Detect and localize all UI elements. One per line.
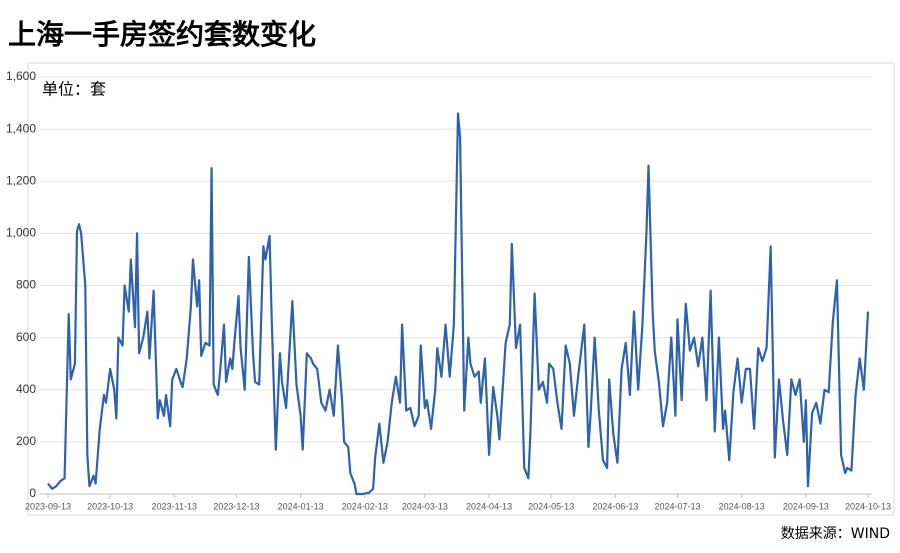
x-tick-label: 2023-11-13 xyxy=(152,501,197,511)
source-note: 数据来源：WIND xyxy=(781,526,890,542)
x-tick-label: 2024-01-13 xyxy=(278,501,324,511)
y-tick-label: 600 xyxy=(16,330,36,344)
data-line xyxy=(47,112,870,496)
x-tick-label: 2023-09-13 xyxy=(25,501,71,511)
y-tick-label: 800 xyxy=(16,278,36,292)
x-tick-label: 2024-10-13 xyxy=(845,501,891,511)
x-tick-label: 2024-09-13 xyxy=(783,501,829,511)
unit-label: 单位：套 xyxy=(42,80,106,99)
x-tick-label: 2023-10-13 xyxy=(87,501,133,511)
x-tick-label: 2024-03-13 xyxy=(402,501,448,511)
x-tick-label: 2024-05-13 xyxy=(528,501,574,511)
y-tick-label: 1,200 xyxy=(6,173,36,187)
x-tick-label: 2023-12-13 xyxy=(213,501,259,511)
y-tick-label: 1,400 xyxy=(6,121,36,135)
chart-title: 上海一手房签约套数变化 xyxy=(8,18,316,51)
x-tick-label: 2024-02-13 xyxy=(342,501,388,511)
y-tick-label: 0 xyxy=(29,486,36,500)
y-tick-label: 1,000 xyxy=(6,226,36,240)
x-tick-label: 2024-08-13 xyxy=(719,501,765,511)
y-tick-label: 1,600 xyxy=(6,69,36,83)
plot-frame xyxy=(27,62,895,516)
y-tick-label: 400 xyxy=(16,382,36,396)
y-tick-label: 200 xyxy=(16,434,36,448)
x-tick-label: 2024-04-13 xyxy=(466,501,512,511)
x-tick-label: 2024-06-13 xyxy=(592,501,638,511)
x-tick-label: 2024-07-13 xyxy=(654,501,700,511)
